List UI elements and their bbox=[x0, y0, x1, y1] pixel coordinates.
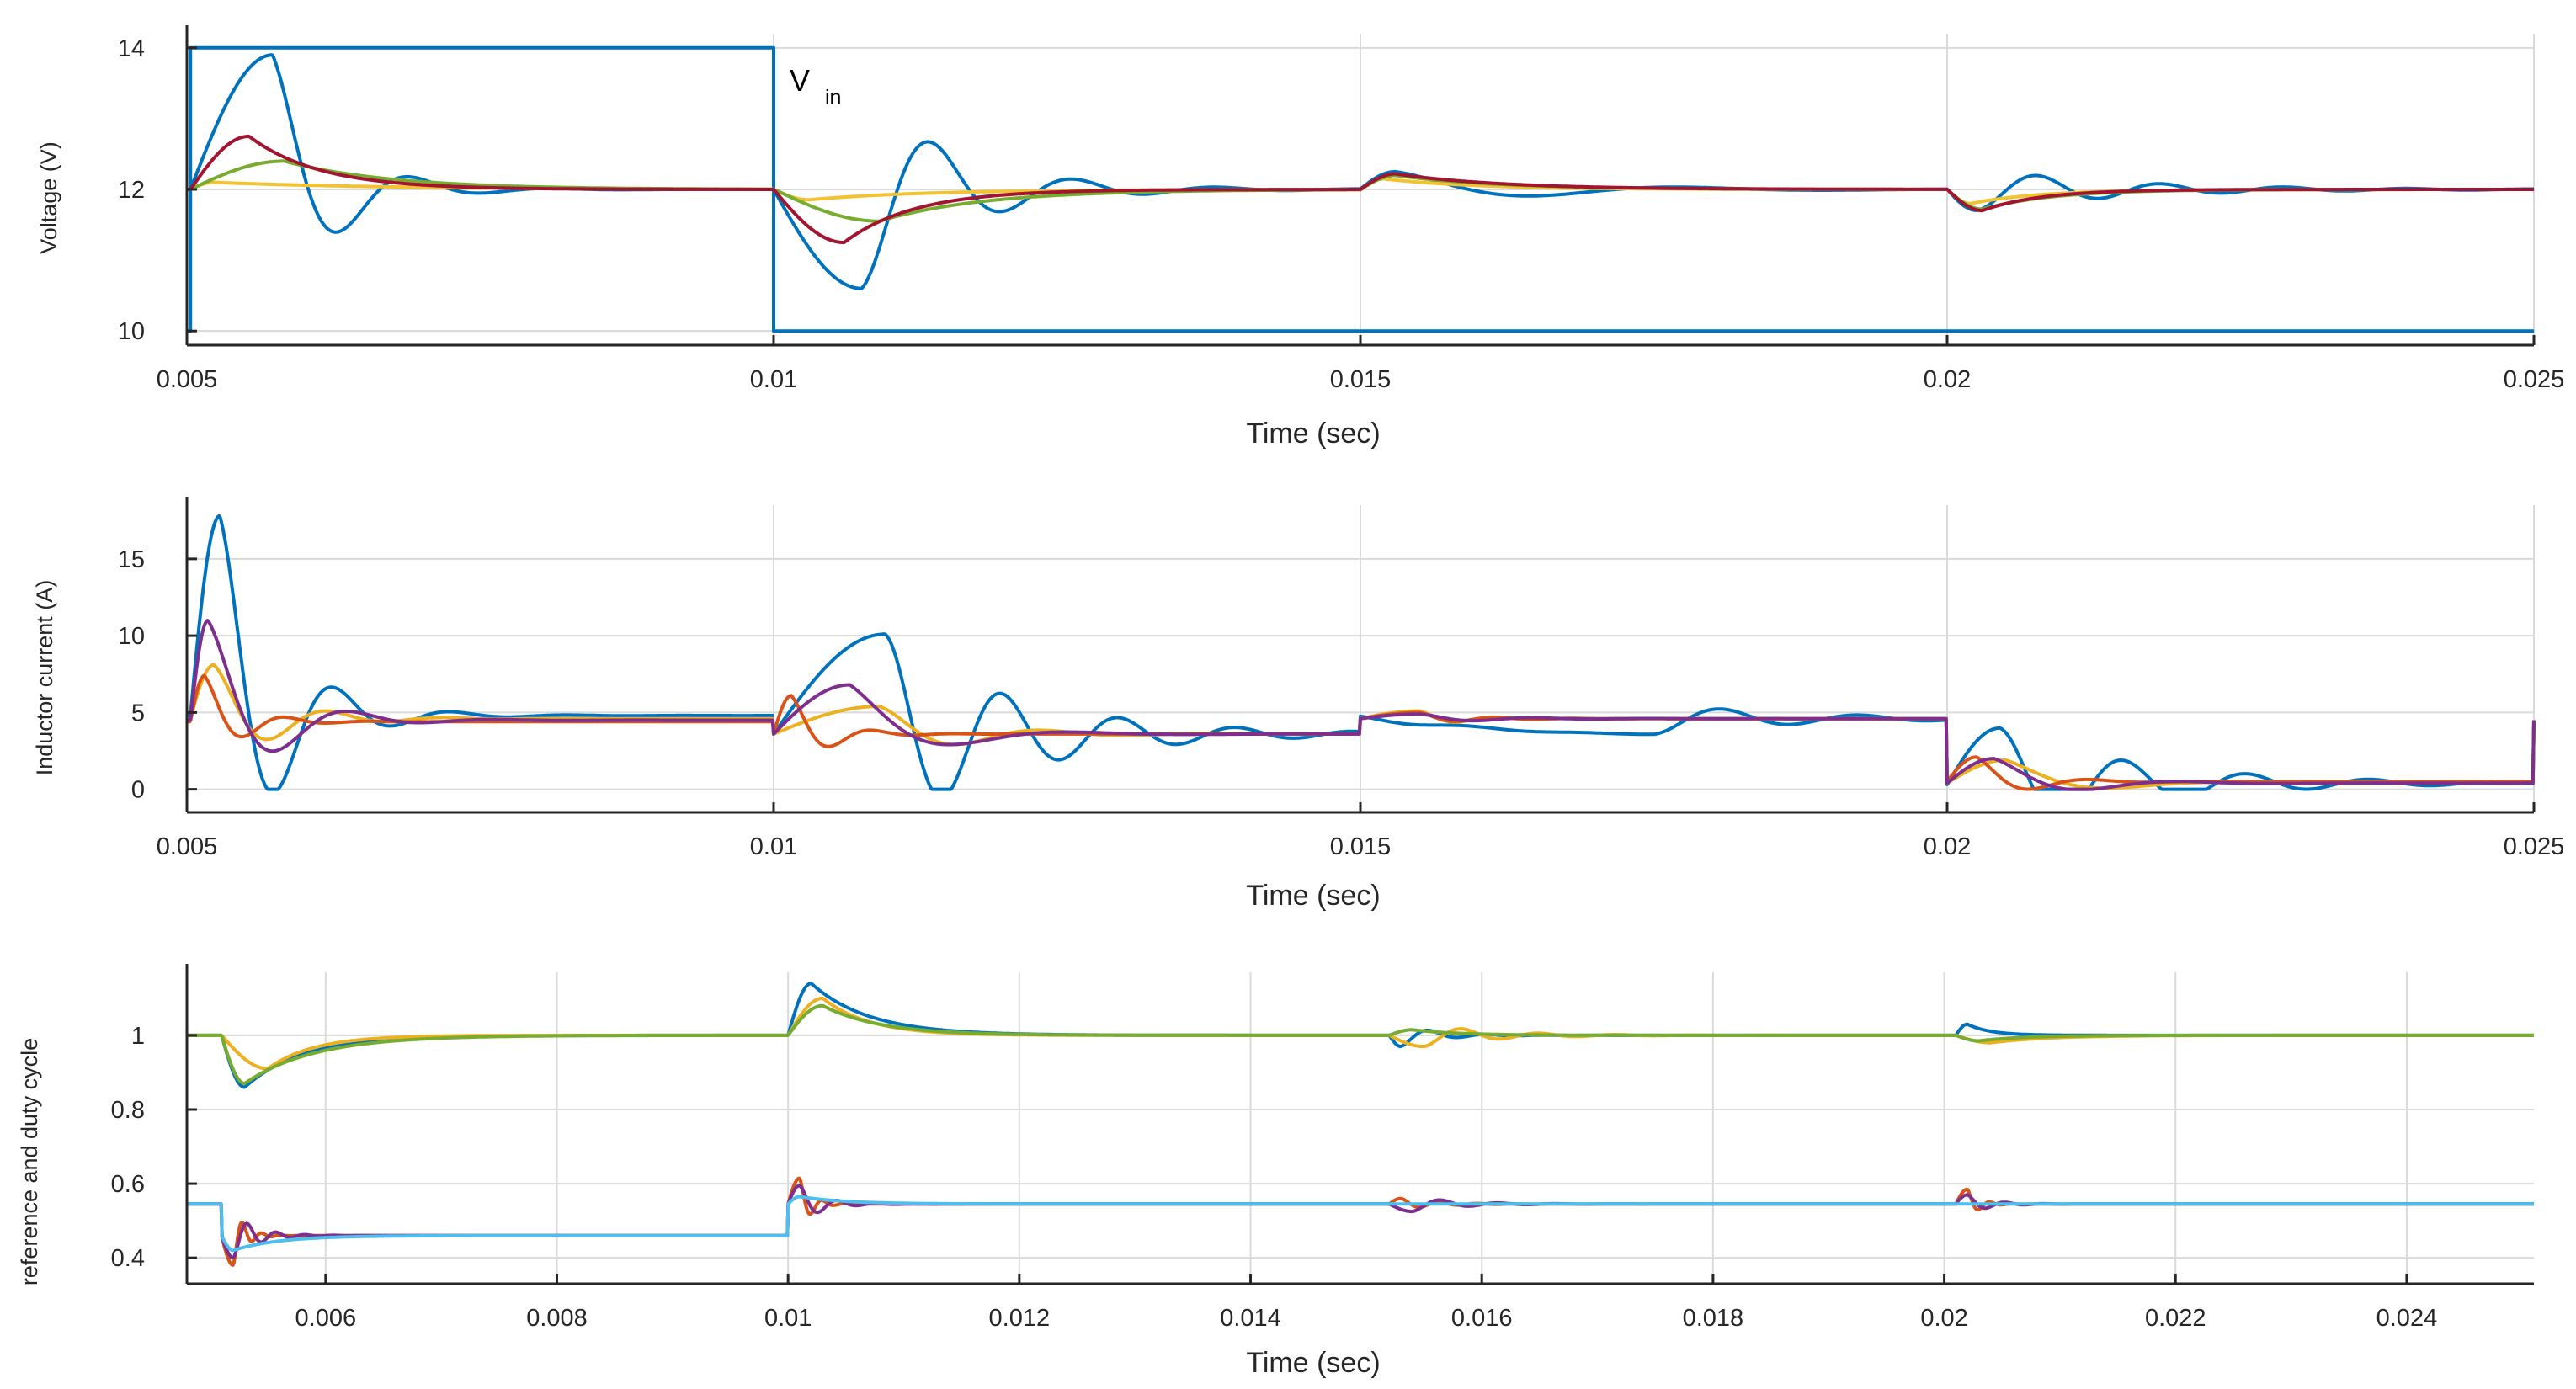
voltage-xtick-label-2: 0.015 bbox=[1330, 366, 1392, 393]
vin-label-subscript: in bbox=[825, 86, 841, 109]
current-grid bbox=[186, 505, 2535, 812]
voltage-ytick-label-1: 12 bbox=[118, 177, 145, 204]
voltage-series bbox=[186, 45, 2535, 333]
duty-xtick-label-8: 0.022 bbox=[2145, 1305, 2206, 1332]
current-ytick-label-3: 15 bbox=[118, 546, 145, 573]
current-ytick-label-0: 0 bbox=[131, 777, 145, 804]
duty-series-line-2 bbox=[186, 1003, 2535, 1086]
vin-annotation: V in bbox=[790, 63, 841, 109]
duty-ytick-label-3: 1 bbox=[131, 1023, 145, 1050]
current-series bbox=[186, 514, 2536, 791]
duty-ytick-label-2: 0.8 bbox=[111, 1097, 145, 1124]
current-series-line-0 bbox=[186, 514, 2536, 791]
duty-series-line-4 bbox=[186, 1184, 2535, 1260]
duty-xtick-label-2: 0.01 bbox=[764, 1305, 812, 1332]
voltage-chart: 0.005 0.01 0.015 0.02 0.025 10 12 14 Time (sec)… bbox=[36, 25, 2564, 450]
duty-xtick-label-3: 0.012 bbox=[989, 1305, 1051, 1332]
duty-series-line-5 bbox=[186, 1195, 2535, 1253]
voltage-ytick-label-2: 14 bbox=[118, 35, 145, 62]
duty-xtick-label-9: 0.024 bbox=[2376, 1305, 2438, 1332]
inductor-current-chart: 0.005 0.01 0.015 0.02 0.025 0 5 10 15 Time (sec)… bbox=[32, 497, 2564, 912]
duty-xtick-label-7: 0.02 bbox=[1920, 1305, 1967, 1332]
duty-x-axis-title: Time (sec) bbox=[1246, 1347, 1380, 1379]
current-x-axis-title: Time (sec) bbox=[1246, 880, 1380, 912]
current-xtick-label-1: 0.01 bbox=[750, 833, 797, 860]
voltage-xtick-label-1: 0.01 bbox=[750, 366, 797, 393]
current-xtick-label-2: 0.015 bbox=[1330, 833, 1392, 860]
duty-axes bbox=[185, 964, 2534, 1285]
voltage-xtick-label-0: 0.005 bbox=[157, 366, 218, 393]
duty-ytick-label-1: 0.6 bbox=[111, 1171, 145, 1198]
duty-xtick-label-1: 0.008 bbox=[526, 1305, 588, 1332]
duty-series-line-1 bbox=[186, 996, 2535, 1071]
voltage-y-axis-title: Voltage (V) bbox=[36, 141, 61, 254]
current-xtick-label-3: 0.02 bbox=[1924, 833, 1971, 860]
current-ticks: 0.005 0.01 0.015 0.02 0.025 0 5 10 15 bbox=[118, 546, 2565, 860]
duty-grid bbox=[187, 972, 2534, 1284]
duty-xtick-label-6: 0.018 bbox=[1683, 1305, 1744, 1332]
duty-xtick-label-4: 0.014 bbox=[1220, 1305, 1281, 1332]
current-ytick-label-2: 10 bbox=[118, 623, 145, 650]
voltage-xtick-label-3: 0.02 bbox=[1924, 366, 1971, 393]
vin-label: V bbox=[790, 63, 810, 98]
current-series-line-3 bbox=[186, 619, 2536, 791]
current-xtick-label-4: 0.025 bbox=[2504, 833, 2565, 860]
voltage-ytick-label-0: 10 bbox=[118, 318, 145, 345]
current-ytick-label-1: 5 bbox=[131, 700, 145, 726]
current-xtick-label-0: 0.005 bbox=[157, 833, 218, 860]
current-y-axis-title: Inductor current (A) bbox=[32, 580, 57, 776]
duty-y-axis-title: reference and duty cycle bbox=[17, 1038, 42, 1285]
voltage-series-line-4 bbox=[186, 134, 2535, 245]
voltage-x-axis-title: Time (sec) bbox=[1246, 418, 1380, 450]
duty-series bbox=[186, 982, 2535, 1267]
duty-xtick-label-0: 0.006 bbox=[295, 1305, 357, 1332]
duty-ticks: 0.006 0.008 0.01 0.012 0.014 0.016 0.018 0.02 0.… bbox=[111, 1023, 2438, 1332]
duty-series-line-3 bbox=[186, 1176, 2535, 1267]
duty-xtick-label-5: 0.016 bbox=[1451, 1305, 1513, 1332]
duty-ytick-label-0: 0.4 bbox=[111, 1245, 145, 1272]
voltage-xtick-label-4: 0.025 bbox=[2504, 366, 2565, 393]
voltage-ticks: 0.005 0.01 0.015 0.02 0.025 10 12 14 bbox=[118, 35, 2565, 393]
duty-cycle-chart: 0.006 0.008 0.01 0.012 0.014 0.016 0.018 0.02 0.… bbox=[17, 964, 2535, 1379]
